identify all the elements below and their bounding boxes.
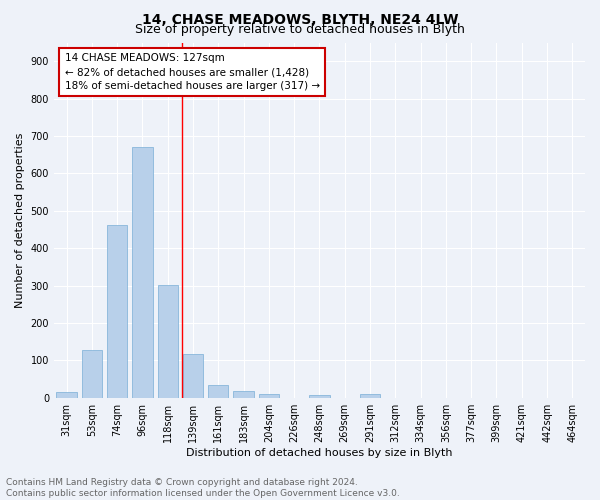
Bar [208, 384, 229, 398]
Bar [56, 392, 77, 398]
Y-axis label: Number of detached properties: Number of detached properties [15, 132, 25, 308]
Text: 14 CHASE MEADOWS: 127sqm
← 82% of detached houses are smaller (1,428)
18% of sem: 14 CHASE MEADOWS: 127sqm ← 82% of detach… [65, 53, 320, 91]
Bar [158, 285, 178, 398]
Bar [360, 394, 380, 398]
Bar [133, 147, 152, 398]
Text: 14, CHASE MEADOWS, BLYTH, NE24 4LW: 14, CHASE MEADOWS, BLYTH, NE24 4LW [142, 12, 458, 26]
Bar [183, 354, 203, 398]
X-axis label: Distribution of detached houses by size in Blyth: Distribution of detached houses by size … [186, 448, 453, 458]
Bar [233, 392, 254, 398]
Text: Contains HM Land Registry data © Crown copyright and database right 2024.
Contai: Contains HM Land Registry data © Crown c… [6, 478, 400, 498]
Bar [259, 394, 279, 398]
Bar [107, 225, 127, 398]
Text: Size of property relative to detached houses in Blyth: Size of property relative to detached ho… [135, 22, 465, 36]
Bar [82, 350, 102, 398]
Bar [310, 395, 329, 398]
